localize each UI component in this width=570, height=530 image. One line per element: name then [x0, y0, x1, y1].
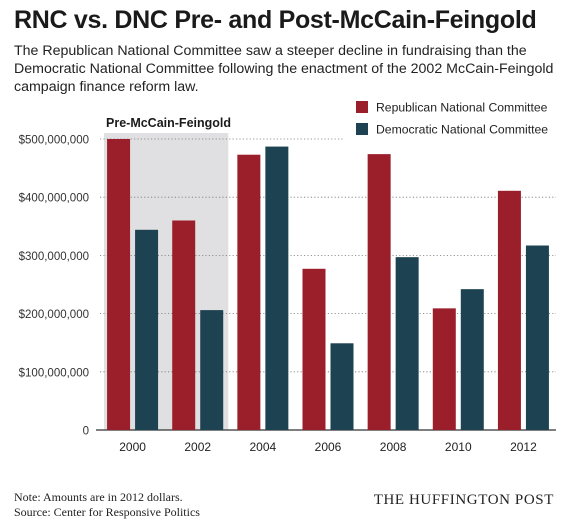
- legend-label-dnc: Democratic National Committee: [376, 123, 548, 137]
- chart-subtitle: The Republican National Committee saw a …: [14, 43, 554, 95]
- x-tick-label: 2002: [184, 440, 211, 454]
- y-tick-label: $500,000,000: [19, 135, 89, 147]
- y-tick-label: $400,000,000: [19, 193, 89, 205]
- dnc-bar: [135, 229, 159, 430]
- x-tick-label: 2006: [315, 440, 342, 454]
- y-tick-label: $300,000,000: [19, 251, 89, 263]
- rnc-bar: [432, 308, 456, 430]
- y-tick-label: $200,000,000: [19, 309, 89, 321]
- pre-law-annotation: Pre-McCain-Feingold: [106, 116, 231, 130]
- y-tick-label: $100,000,000: [19, 367, 89, 379]
- legend-swatch-dnc: [356, 123, 368, 135]
- dnc-bar: [460, 289, 484, 430]
- rnc-bar: [302, 268, 326, 430]
- dnc-bar: [200, 310, 224, 430]
- source-text: Source: Center for Responsive Politics: [14, 505, 200, 519]
- x-tick-label: 2000: [119, 440, 146, 454]
- legend-swatch-rnc: [356, 101, 368, 113]
- legend-label-rnc: Republican National Committee: [376, 101, 548, 115]
- publisher-logo: THE HUFFINGTON POST: [373, 492, 554, 508]
- rnc-bar: [172, 220, 196, 430]
- rnc-bar: [237, 154, 261, 431]
- x-tick-label: 2004: [250, 440, 277, 454]
- legend-box: [344, 90, 558, 146]
- x-tick-label: 2012: [510, 440, 537, 454]
- dnc-bar: [395, 257, 419, 430]
- rnc-bar: [107, 139, 131, 430]
- x-tick-label: 2010: [445, 440, 472, 454]
- x-tick-label: 2008: [380, 440, 407, 454]
- dnc-bar: [525, 245, 549, 430]
- y-tick-label: 0: [83, 426, 89, 438]
- chart-title: RNC vs. DNC Pre- and Post-McCain-Feingol…: [14, 6, 537, 34]
- rnc-bar: [367, 154, 391, 430]
- dnc-bar: [330, 343, 354, 430]
- note-text: Note: Amounts are in 2012 dollars.: [14, 490, 183, 504]
- footnote: Note: Amounts are in 2012 dollars. Sourc…: [14, 490, 200, 520]
- rnc-bar: [497, 190, 521, 430]
- dnc-bar: [265, 146, 289, 431]
